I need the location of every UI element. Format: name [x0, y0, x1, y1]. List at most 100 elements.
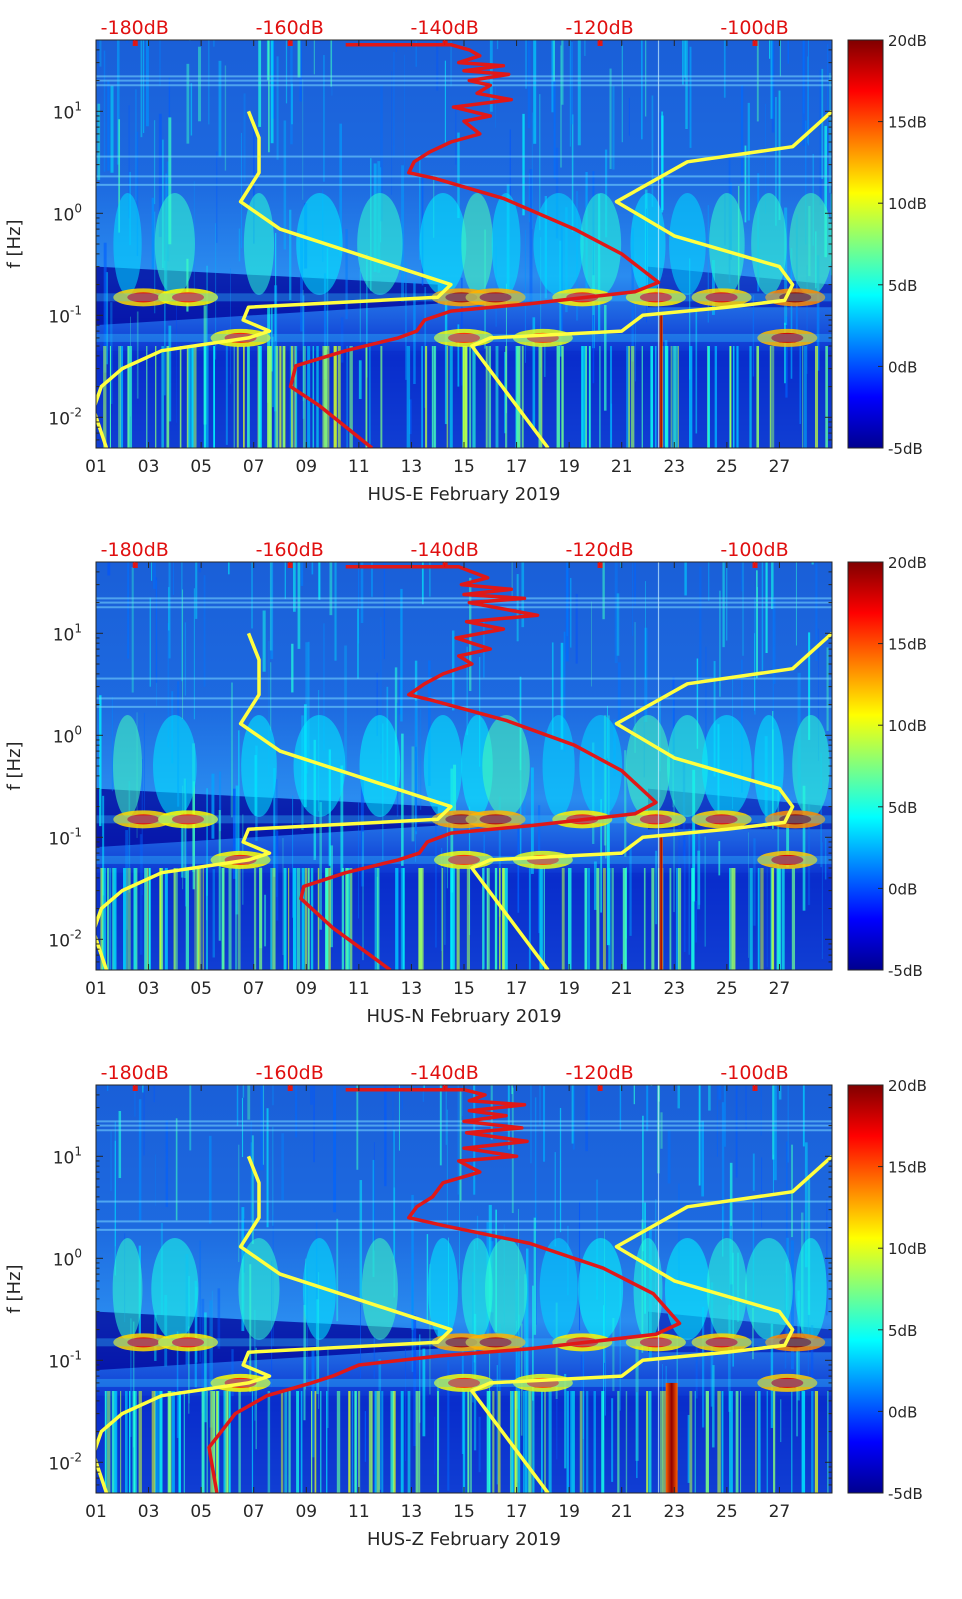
noise-band [96, 1129, 832, 1132]
spectrogram-streak [670, 346, 673, 448]
spectrogram-streak [109, 868, 111, 970]
spectrogram-column [754, 633, 756, 711]
spectrogram-streak [267, 346, 270, 448]
spectrogram-streak [120, 1391, 122, 1493]
spectrogram-area [96, 40, 832, 448]
x-tick-label: 19 [558, 979, 580, 999]
spectrogram-streak [202, 868, 204, 970]
spectrogram-column [642, 1115, 644, 1252]
spectrogram-column [394, 667, 398, 786]
noise-model-curve [96, 1155, 453, 1493]
spectrogram-streak [183, 1391, 185, 1493]
spectrogram-streak [643, 868, 646, 970]
spectrogram-streak [672, 346, 676, 448]
spectrogram-column [735, 1085, 738, 1178]
microseism-plume [578, 1238, 624, 1340]
spectrogram-column [760, 1085, 762, 1136]
spectrogram-streak [402, 868, 405, 970]
spectrogram-column [142, 1085, 144, 1093]
spectrogram-column [165, 1120, 169, 1208]
spectrogram-column [821, 842, 823, 959]
spectrogram-streak [268, 346, 272, 448]
spectrogram-streak [486, 1391, 491, 1493]
spectrogram-streak [541, 346, 543, 448]
spectrogram-streak [301, 868, 305, 970]
spectrogram-column [561, 40, 564, 105]
spectrogram-streak [123, 868, 126, 970]
spectrogram-column [584, 40, 586, 56]
spectrogram-streak [138, 1391, 142, 1493]
x-axis-label: HUS-Z February 2019 [367, 1529, 561, 1550]
spectrogram-column [208, 1135, 212, 1224]
y-tick-label: 100 [53, 723, 82, 747]
spectrogram-column [620, 562, 622, 568]
spectrogram-column [761, 562, 764, 671]
spectrogram-column [804, 1142, 808, 1268]
spectrogram-streak [196, 868, 198, 970]
microseism-plume [664, 1238, 710, 1340]
spectrogram-streak [707, 346, 710, 448]
spectrogram-streak [691, 868, 695, 970]
colorbar-tick-label: 0dB [888, 1403, 917, 1421]
spectrogram-column [796, 1350, 799, 1437]
microseism-band-core [771, 1377, 804, 1388]
spectrogram-column [373, 1142, 375, 1251]
spectrogram-streak [611, 868, 614, 970]
microseism-plume [419, 193, 467, 295]
spectrogram-column [400, 588, 403, 722]
spectrogram-column [140, 40, 143, 138]
spectrogram-column [413, 1315, 417, 1447]
spectrogram-column [358, 360, 362, 400]
spectrogram-column [533, 40, 537, 144]
spectrogram-column [478, 1416, 481, 1473]
spectrogram-column [745, 1085, 747, 1130]
spectrogram-streak [312, 346, 315, 448]
x-tick-label: 23 [663, 1502, 685, 1522]
spectrogram-column [532, 317, 536, 428]
x-tick-label: 17 [506, 1502, 528, 1522]
spectrogram-column [531, 112, 533, 230]
spectrogram-column [211, 773, 215, 839]
spectrogram-streak [462, 346, 466, 448]
spectrogram-column [209, 1300, 213, 1428]
spectrogram-streak [316, 346, 319, 448]
spectrogram-column [611, 1398, 614, 1482]
spectrogram-streak [437, 1391, 439, 1493]
spectrogram-streak [664, 346, 669, 448]
spectrogram-column [533, 1217, 537, 1335]
microseism-band-core [127, 814, 160, 825]
spectrogram-column [719, 590, 721, 697]
top-axis-label: -100dB [720, 539, 788, 561]
microseism-plume [302, 1238, 336, 1340]
spectrogram-streak [773, 1391, 776, 1493]
spectrogram-streak [456, 868, 460, 970]
spectrogram-column [585, 1085, 589, 1152]
y-axis-label: f [Hz] [4, 741, 25, 790]
spectrogram-column [747, 102, 750, 221]
spectrogram-streak [166, 346, 170, 448]
spectrogram-column [270, 40, 274, 144]
spectrogram-column [103, 50, 106, 172]
spectrogram-streak [371, 1391, 373, 1493]
spectrogram-streak [280, 1391, 284, 1493]
spectrogram-column [718, 841, 721, 876]
spectrogram-streak [827, 1391, 829, 1493]
x-axis-label: HUS-N February 2019 [366, 1006, 561, 1027]
spectrogram-column [125, 40, 129, 43]
spectrogram-column [235, 785, 239, 915]
spectrogram-column [799, 334, 801, 424]
spectrogram-streak [307, 868, 310, 970]
spectrogram-column [168, 562, 171, 659]
x-tick-label: 03 [138, 979, 160, 999]
spectrogram-column [473, 1085, 476, 1195]
spectrogram-column [327, 1345, 329, 1429]
x-tick-label: 25 [716, 1502, 738, 1522]
spectrogram-column [509, 129, 511, 201]
spectrogram-column [539, 94, 541, 231]
spectrogram-column [740, 85, 744, 183]
spectrogram-column [273, 767, 276, 877]
spectrogram-streak [243, 346, 245, 448]
spectrogram-column [805, 120, 807, 245]
spectrogram-streak [272, 868, 276, 970]
